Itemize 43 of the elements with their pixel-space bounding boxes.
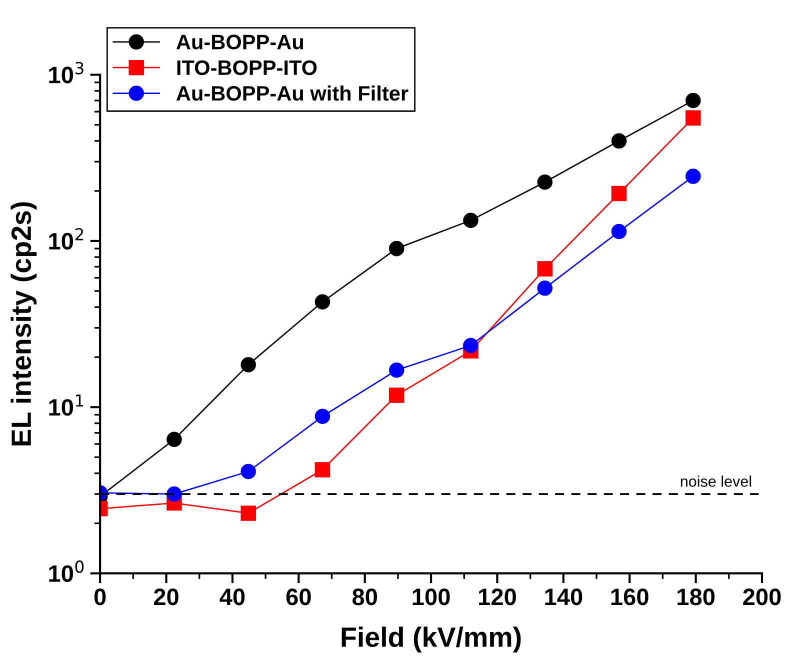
x-tick-label: 200 [743, 588, 781, 606]
point [240, 357, 256, 372]
point [537, 174, 553, 190]
point [240, 506, 256, 521]
point [166, 432, 182, 448]
point [314, 462, 330, 478]
legend-label: ITO-BOPP-ITO [177, 60, 317, 76]
y-tick-label: 10$^{1}$ [49, 394, 84, 416]
point [463, 338, 478, 354]
point [686, 110, 701, 126]
y-axis-title: EL intensity (cp2s) [10, 202, 37, 446]
point [314, 408, 330, 424]
x-tick-label: 60 [286, 588, 311, 606]
point [686, 92, 701, 108]
point [463, 212, 478, 228]
point [537, 261, 553, 276]
y-tick-label: 10$^{0}$ [49, 560, 84, 582]
ref-line-label: noise level [680, 476, 752, 487]
x-axis-title: Field (kV/mm) [342, 626, 521, 652]
point [611, 224, 627, 240]
point [240, 464, 256, 480]
legend-label: Au-BOPP-Au with Filter [176, 85, 408, 101]
point [611, 133, 627, 149]
point [388, 388, 404, 403]
x-tick-label: 0 [94, 588, 106, 606]
point [388, 240, 404, 256]
x-tick-label: 20 [154, 588, 178, 606]
x-tick-label: 120 [479, 588, 516, 606]
x-tick-label: 160 [611, 588, 648, 606]
point [314, 294, 330, 310]
x-tick-label: 180 [678, 588, 715, 606]
x-tick-label: 100 [412, 588, 450, 606]
point [686, 168, 701, 184]
y-tick-label: 10$^{2}$ [49, 228, 84, 250]
x-tick-label: 80 [352, 588, 378, 606]
x-tick-label: 140 [545, 588, 582, 606]
y-tick-label: 10$^{3}$ [49, 62, 84, 84]
point [388, 362, 404, 378]
point [166, 486, 182, 502]
point [537, 280, 553, 296]
legend-label: Au-BOPP-Au [176, 34, 304, 50]
x-tick-label: 40 [220, 588, 245, 606]
point [611, 186, 627, 202]
